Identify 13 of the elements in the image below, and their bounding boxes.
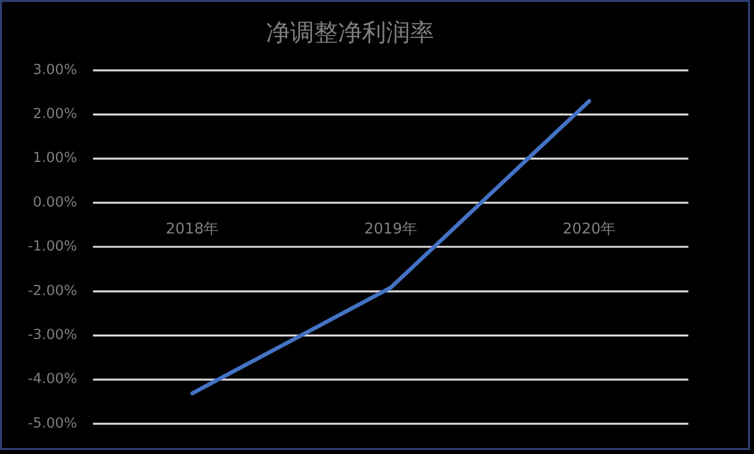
x-tick-label: 2019年 [364, 219, 418, 238]
x-tick-label: 2018年 [166, 219, 219, 238]
chart-title: 净调整净利润率 [266, 18, 434, 46]
y-tick-label: -1.00% [28, 238, 78, 255]
y-tick-label: 3.00% [32, 62, 78, 78]
y-tick-label: -5.00% [28, 415, 78, 432]
y-tick-label: 1.00% [32, 150, 78, 166]
y-tick-label: -4.00% [28, 371, 78, 388]
y-tick-label: -3.00% [28, 327, 78, 344]
y-tick-label: 0.00% [32, 194, 78, 210]
x-tick-label: 2020年 [562, 219, 616, 238]
y-tick-label: -2.00% [28, 282, 78, 299]
y-tick-label: 2.00% [32, 106, 78, 122]
